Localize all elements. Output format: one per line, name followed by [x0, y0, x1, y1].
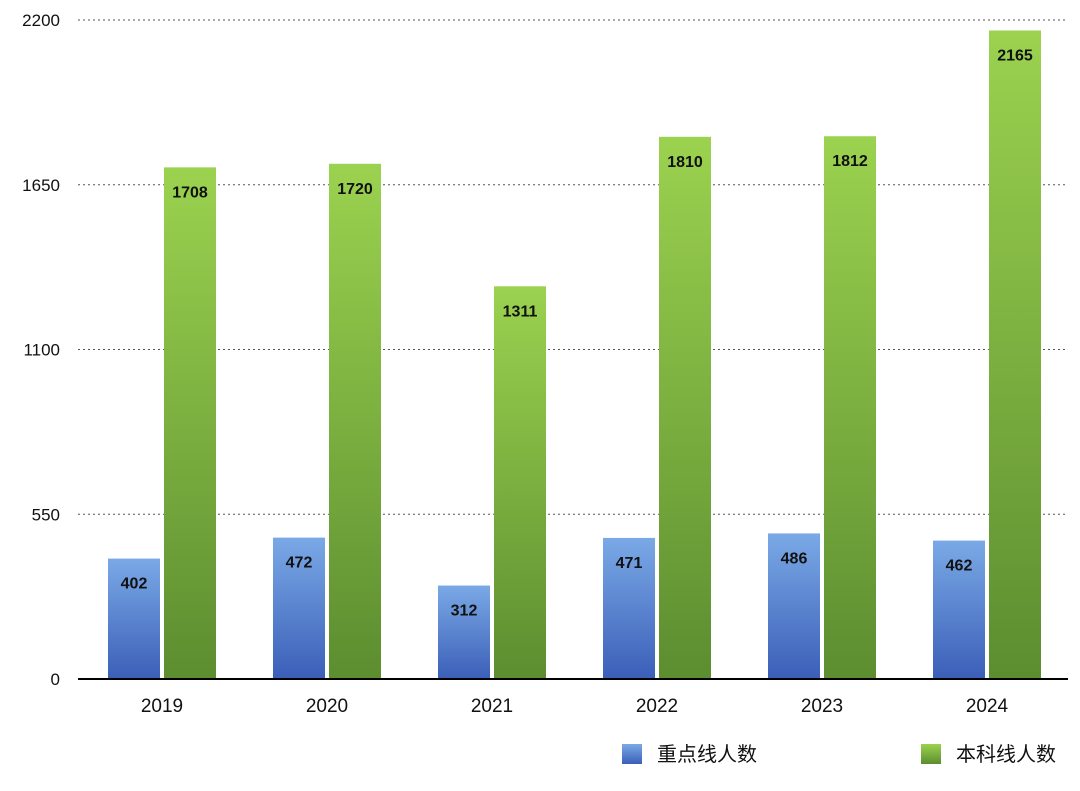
bars [108, 30, 1041, 680]
grid-lines [78, 19, 1068, 515]
bar-undergrad-line-2021 [494, 286, 546, 679]
y-axis-tick-labels: 0 550 1100 1650 2200 [22, 11, 60, 689]
bar-key-line-2023 [768, 533, 820, 679]
y-tick-label: 550 [32, 505, 60, 524]
bar-undergrad-line-2024 [989, 30, 1041, 680]
data-label: 1810 [667, 154, 703, 171]
bar-key-line-2019 [108, 558, 160, 679]
x-tick-label: 2024 [966, 696, 1009, 717]
x-axis-tick-labels: 2019 2020 2021 2022 2023 2024 [141, 696, 1009, 717]
legend: 重点线人数 本科线人数 [622, 743, 1056, 766]
bar-key-line-2021 [438, 585, 490, 679]
data-label: 1720 [337, 181, 373, 198]
data-label: 1812 [832, 153, 868, 170]
y-tick-label: 1100 [23, 341, 60, 360]
data-label: 1311 [503, 303, 538, 320]
data-label: 312 [451, 603, 478, 620]
bar-undergrad-line-2022 [659, 136, 711, 679]
data-label: 2165 [997, 47, 1033, 64]
bar-undergrad-line-2023 [824, 136, 876, 679]
legend-label: 本科线人数 [956, 743, 1056, 766]
y-tick-label: 2200 [22, 11, 60, 30]
data-label: 486 [781, 550, 808, 567]
legend-label: 重点线人数 [657, 743, 757, 766]
bar-key-line-2022 [603, 537, 655, 679]
data-label: 1708 [172, 184, 208, 201]
bar-undergrad-line-2019 [164, 167, 216, 680]
data-labels: 402 1708 472 1720 312 1311 471 1810 486 1812 462 21… [121, 47, 1033, 619]
x-tick-label: 2023 [801, 696, 843, 717]
bar-key-line-2020 [273, 537, 325, 679]
y-tick-label: 1650 [22, 176, 60, 195]
x-tick-label: 2019 [141, 696, 183, 717]
legend-swatch [921, 744, 941, 764]
bar-undergrad-line-2020 [329, 163, 381, 680]
data-label: 402 [121, 576, 148, 593]
x-tick-label: 2021 [471, 696, 513, 717]
data-label: 462 [946, 558, 973, 575]
x-tick-label: 2022 [636, 696, 678, 717]
data-label: 471 [616, 555, 643, 572]
legend-swatch [622, 744, 642, 764]
bar-key-line-2024 [933, 540, 985, 679]
y-tick-label: 0 [51, 670, 60, 689]
data-label: 472 [286, 555, 313, 572]
x-tick-label: 2020 [306, 696, 348, 717]
